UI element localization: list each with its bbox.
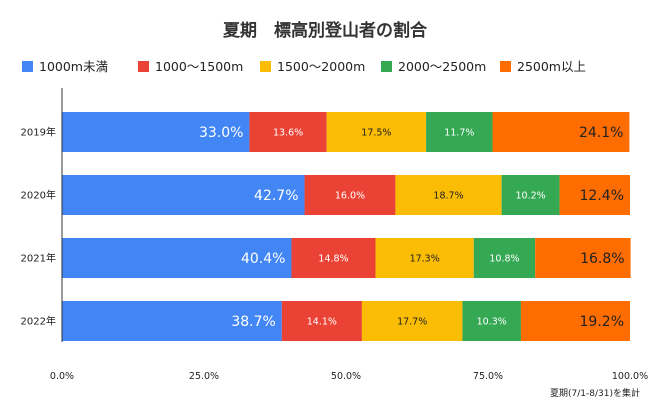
data-label: 18.7% <box>433 191 463 202</box>
x-tick-label: 25.0% <box>189 371 219 382</box>
data-label: 10.3% <box>477 317 507 328</box>
chart-title: 夏期 標高別登山者の割合 <box>223 20 428 41</box>
bar-segment <box>395 175 502 215</box>
legend-label: 2000〜2500m <box>398 59 486 74</box>
data-label: 40.4% <box>241 251 285 267</box>
category-label: 2019年 <box>21 126 56 139</box>
x-tick-label: 100.0% <box>612 371 648 382</box>
data-label: 10.2% <box>516 191 546 202</box>
category-label: 2021年 <box>21 252 56 265</box>
bar-segment <box>62 112 250 152</box>
legend-label: 1000〜1500m <box>155 59 243 74</box>
bar-segment <box>281 301 362 341</box>
data-label: 42.7% <box>254 188 298 204</box>
bar-segment <box>62 301 282 341</box>
bar-segment <box>462 301 521 341</box>
data-label: 16.0% <box>335 191 365 202</box>
data-label: 14.8% <box>318 254 348 265</box>
data-label: 17.5% <box>361 128 391 139</box>
data-label: 17.7% <box>397 317 427 328</box>
legend-label: 1000m未満 <box>39 59 108 74</box>
bar-segment <box>375 238 474 278</box>
data-label: 12.4% <box>580 188 624 204</box>
bar-segment <box>249 112 327 152</box>
x-tick-label: 75.0% <box>473 371 503 382</box>
plot-area: 33.0% 13.6% 17.5% 11.7% 24.1% 2019年 42.7% 16.0%… <box>21 112 631 341</box>
bar-segment <box>62 175 305 215</box>
bar-segment <box>473 238 536 278</box>
legend: 1000m未満 1000〜1500m 1500〜2000m 2000〜2500m 250… <box>22 59 586 74</box>
bar-segment <box>361 301 463 341</box>
data-label: 24.1% <box>579 125 623 141</box>
data-label: 11.7% <box>444 128 474 139</box>
data-label: 33.0% <box>199 125 243 141</box>
legend-swatch <box>22 61 33 72</box>
data-label: 13.6% <box>273 128 303 139</box>
legend-swatch <box>260 61 271 72</box>
data-label: 19.2% <box>580 314 624 330</box>
bar-segment <box>535 238 631 278</box>
bar-segment <box>326 112 427 152</box>
x-tick-label: 50.0% <box>331 371 361 382</box>
legend-swatch <box>138 61 149 72</box>
legend-swatch <box>500 61 511 72</box>
bar-segment <box>426 112 493 152</box>
x-tick-label: 0.0% <box>50 371 74 382</box>
bar-segment <box>501 175 560 215</box>
data-label: 38.7% <box>231 314 275 330</box>
axes: 0.0% 25.0% 50.0% 75.0% 100.0% <box>50 88 648 382</box>
bar-segment <box>62 238 292 278</box>
bar-segment <box>559 175 630 215</box>
data-label: 14.1% <box>307 317 337 328</box>
bar-segment <box>304 175 396 215</box>
data-label: 10.8% <box>489 254 519 265</box>
data-label: 16.8% <box>580 251 624 267</box>
footnote: 夏期(7/1-8/31)を集計 <box>550 387 640 399</box>
category-label: 2020年 <box>21 189 56 202</box>
legend-label: 1500〜2000m <box>277 59 365 74</box>
legend-swatch <box>381 61 392 72</box>
legend-label: 2500m以上 <box>517 59 586 74</box>
bar-segment <box>492 112 630 152</box>
bar-segment <box>291 238 376 278</box>
data-label: 17.3% <box>410 254 440 265</box>
category-label: 2022年 <box>21 315 56 328</box>
bar-segment <box>520 301 630 341</box>
